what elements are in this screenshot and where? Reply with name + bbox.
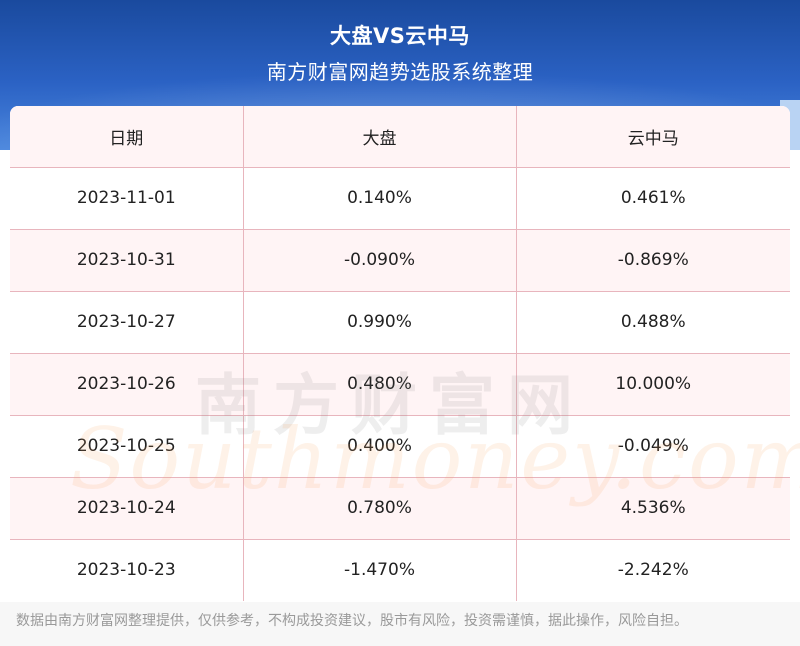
cell-stock: 0.461% <box>516 167 790 230</box>
cell-market: 0.480% <box>243 353 517 416</box>
cell-stock: -0.869% <box>516 229 790 292</box>
table-row: 2023-10-31 -0.090% -0.869% <box>10 229 790 292</box>
table-header-row: 日期 大盘 云中马 <box>10 106 790 168</box>
cell-date: 2023-10-25 <box>10 415 244 478</box>
cell-date: 2023-11-01 <box>10 167 244 230</box>
table-row: 2023-10-25 0.400% -0.049% <box>10 415 790 478</box>
cell-market: 0.140% <box>243 167 517 230</box>
cell-stock: 4.536% <box>516 477 790 540</box>
cell-market: -0.090% <box>243 229 517 292</box>
cell-market: -1.470% <box>243 539 517 601</box>
cell-date: 2023-10-24 <box>10 477 244 540</box>
header-stock: 云中马 <box>516 106 790 168</box>
comparison-table: 日期 大盘 云中马 2023-11-01 0.140% 0.461% 2023-… <box>10 106 790 601</box>
cell-date: 2023-10-23 <box>10 539 244 601</box>
table-row: 2023-11-01 0.140% 0.461% <box>10 167 790 230</box>
header-date: 日期 <box>10 106 244 168</box>
cell-market: 0.780% <box>243 477 517 540</box>
header-market: 大盘 <box>243 106 517 168</box>
footer-disclaimer: 数据由南方财富网整理提供，仅供参考，不构成投资建议，股市有风险，投资需谨慎，据此… <box>0 602 800 646</box>
cell-date: 2023-10-31 <box>10 229 244 292</box>
disclaimer-text: 数据由南方财富网整理提供，仅供参考，不构成投资建议，股市有风险，投资需谨慎，据此… <box>16 613 688 629</box>
cell-market: 0.400% <box>243 415 517 478</box>
table-row: 2023-10-24 0.780% 4.536% <box>10 477 790 540</box>
cell-stock: 0.488% <box>516 291 790 354</box>
cell-stock: -0.049% <box>516 415 790 478</box>
cell-date: 2023-10-26 <box>10 353 244 416</box>
page-subtitle: 南方财富网趋势选股系统整理 <box>266 60 534 84</box>
comparison-table-container: 日期 大盘 云中马 2023-11-01 0.140% 0.461% 2023-… <box>10 106 790 602</box>
page-title: 大盘VS云中马 <box>330 24 470 48</box>
cell-date: 2023-10-27 <box>10 291 244 354</box>
table-row: 2023-10-23 -1.470% -2.242% <box>10 539 790 601</box>
cell-stock: -2.242% <box>617 560 689 581</box>
table-row: 2023-10-26 0.480% 10.000% <box>10 353 790 416</box>
table-row: 2023-10-27 0.990% 0.488% <box>10 291 790 354</box>
cell-stock: 10.000% <box>516 353 790 416</box>
cell-market: 0.990% <box>243 291 517 354</box>
